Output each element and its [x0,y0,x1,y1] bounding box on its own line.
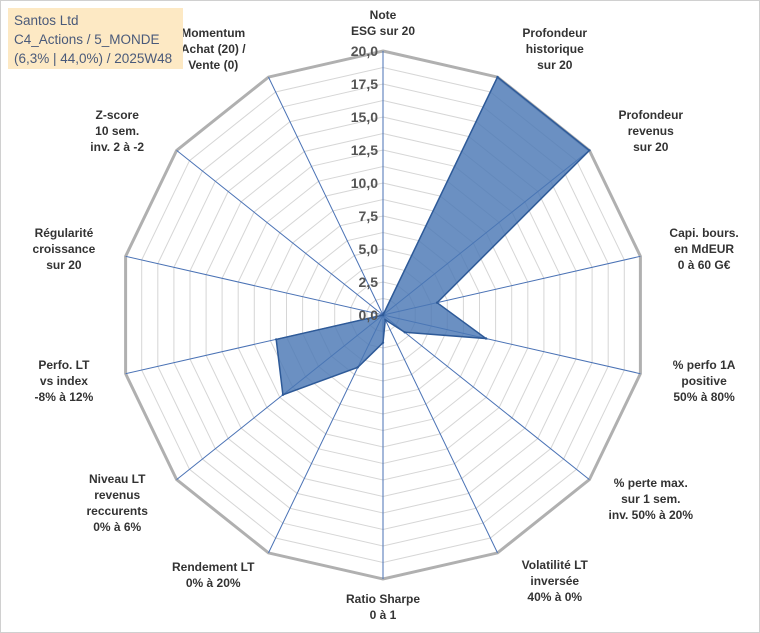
axis-label-line: % perte max. [613,476,688,491]
axis-label-line: reccurents [86,504,148,519]
data-point [381,313,385,317]
axis-label: Ratio Sharpe 0 à 1 [333,591,433,623]
axis-label-line: 40% à 0% [527,589,583,604]
axis-label-line: Capi. bours. [669,226,739,241]
axis-label-line: sur 20 [537,58,573,73]
info-company: Santos Ltd [14,13,79,28]
axis-label-line: Vente (0) [188,58,239,73]
tick-label: 2,5 [359,274,379,290]
axis-spoke [125,255,384,316]
axis-label-line: sur 20 [633,139,669,154]
axis-label-line: Niveau LT [88,472,146,487]
axis-label-line: positive [681,373,727,388]
axis-label: % perte max. sur 1 sem. inv. 50% à 20% [601,475,701,523]
axis-label-line: Ratio Sharpe [345,592,420,606]
axis-spoke [176,150,384,316]
axis-label-line: ESG sur 20 [350,24,416,38]
tick-label: 0,0 [359,307,379,323]
tick-label: 20,0 [351,43,378,59]
axis-label: Note ESG sur 20 [333,7,433,39]
axis-label-line: % perfo 1A [672,357,736,372]
axis-label: Momentum Achat (20) / Vente (0) [163,25,263,73]
axis-label: Z-score 10 sem. inv. 2 à -2 [67,107,167,155]
axis-label-line: Z-score [95,107,139,122]
axis-label-line: Achat (20) / [180,42,246,57]
data-point [484,337,488,340]
axis-label-line: sur 20 [46,258,82,273]
axis-label-line: 0% à 6% [93,520,142,535]
axis-label: Niveau LT revenus reccurents 0% à 6% [67,471,167,535]
data-point [496,75,499,79]
axis-label-line: -8% à 12% [34,389,94,404]
data-point [381,341,385,344]
axis-label-line: revenus [94,488,141,503]
axis-label-line: 0 à 1 [369,608,397,622]
tick-label: 17,5 [351,76,378,92]
tick-label: 5,0 [359,241,379,257]
info-box: Santos Ltd C4_Actions / 5_MONDE (6,3% | … [8,8,183,69]
tick-label: 10,0 [351,175,378,191]
axis-label-line: croissance [32,242,96,257]
axis-label: Régularité croissance sur 20 [14,225,114,273]
axis-label-line: Perfo. LT [38,357,90,372]
info-stats: (6,3% | 44,0%) / 2025W48 [14,51,173,66]
axis-label-line: en MdEUR [674,242,735,257]
axis-spoke [382,314,498,554]
axis-label-line: Régularité [34,226,94,241]
data-point [435,301,439,304]
data-point [281,393,285,396]
axis-label: Profondeur historique sur 20 [505,25,605,73]
axis-label-line: Momentum [181,26,246,41]
axis-label: Capi. bours. en MdEUR 0 à 60 G€ [654,225,754,273]
axis-label: Profondeur revenus sur 20 [601,107,701,155]
axis-label-line: historique [525,42,584,57]
axis-label: Perfo. LT vs index -8% à 12% [14,357,114,405]
axis-spoke [268,76,384,316]
data-point [356,366,359,369]
axis-label-line: Profondeur [522,26,588,41]
axis-label-line: vs index [39,373,88,388]
info-category: C4_Actions / 5_MONDE [14,32,160,47]
axis-label-line: inv. 2 à -2 [90,139,145,154]
series-area [275,75,591,396]
tick-label: 12,5 [351,142,378,158]
axis-label-line: 0 à 60 G€ [677,258,731,273]
data-point [384,318,387,321]
axis-label-line: 10 sem. [95,123,140,138]
data-point [275,338,278,341]
axis-label-line: 0% à 20% [185,576,241,591]
axis-label-line: Note [369,8,397,22]
axis-label: Rendement LT 0% à 20% [163,559,263,591]
radar-series [275,75,591,396]
axis-spoke [382,314,590,480]
data-point [403,331,406,334]
radar-tick-labels: 0,0 2,5 5,0 7,5 10,0 12,5 15,0 17,5 20,0 [351,43,378,323]
axis-label-line: Profondeur [618,107,684,122]
axis-label-line: 50% à 80% [673,389,735,404]
axis-label-line: Rendement LT [172,560,255,575]
axis-label-line: revenus [627,123,674,138]
axis-label-line: Volatilité LT [521,557,588,572]
axis-label-line: inv. 50% à 20% [608,508,694,523]
axis-label-line: sur 1 sem. [621,492,681,507]
axis-label: % perfo 1A positive 50% à 80% [654,357,754,405]
data-point [588,149,591,152]
axis-label: Volatilité LT inversée 40% à 0% [505,557,605,605]
tick-label: 7,5 [359,208,379,224]
tick-label: 15,0 [351,109,378,125]
axis-label-line: inversée [530,573,580,588]
